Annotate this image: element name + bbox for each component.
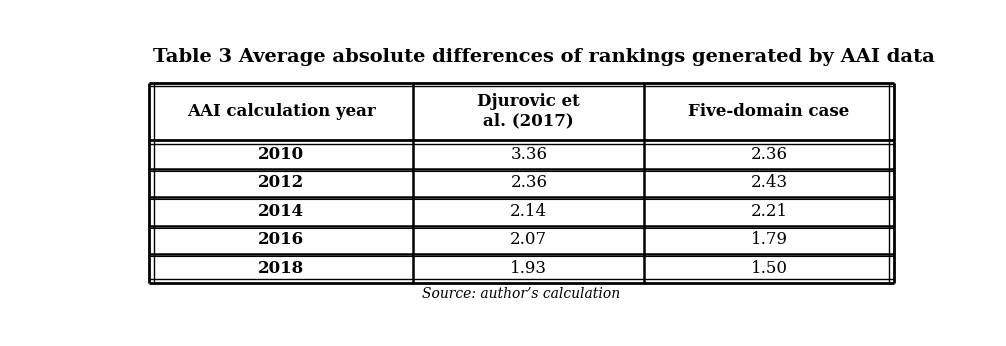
Text: 2.14: 2.14 [510, 203, 547, 220]
Text: Djurovic et
al. (2017): Djurovic et al. (2017) [478, 93, 580, 130]
Text: 2012: 2012 [259, 174, 305, 191]
Text: 2.21: 2.21 [750, 203, 788, 220]
Text: 1.79: 1.79 [750, 231, 788, 248]
Text: Source: author’s calculation: Source: author’s calculation [423, 287, 621, 301]
Text: 2.36: 2.36 [510, 174, 547, 191]
Text: 2010: 2010 [259, 146, 305, 163]
Text: 2.43: 2.43 [750, 174, 788, 191]
Text: 2.07: 2.07 [510, 231, 547, 248]
Text: 3.36: 3.36 [510, 146, 547, 163]
Text: Table 3 Average absolute differences of rankings generated by AAI data: Table 3 Average absolute differences of … [153, 48, 935, 66]
Text: 2018: 2018 [259, 260, 305, 277]
Text: Five-domain case: Five-domain case [688, 103, 850, 120]
Text: 1.93: 1.93 [510, 260, 547, 277]
Text: 2016: 2016 [259, 231, 305, 248]
Text: 1.50: 1.50 [750, 260, 788, 277]
Text: AAI calculation year: AAI calculation year [187, 103, 375, 120]
Text: 2014: 2014 [259, 203, 305, 220]
Text: 2.36: 2.36 [750, 146, 788, 163]
